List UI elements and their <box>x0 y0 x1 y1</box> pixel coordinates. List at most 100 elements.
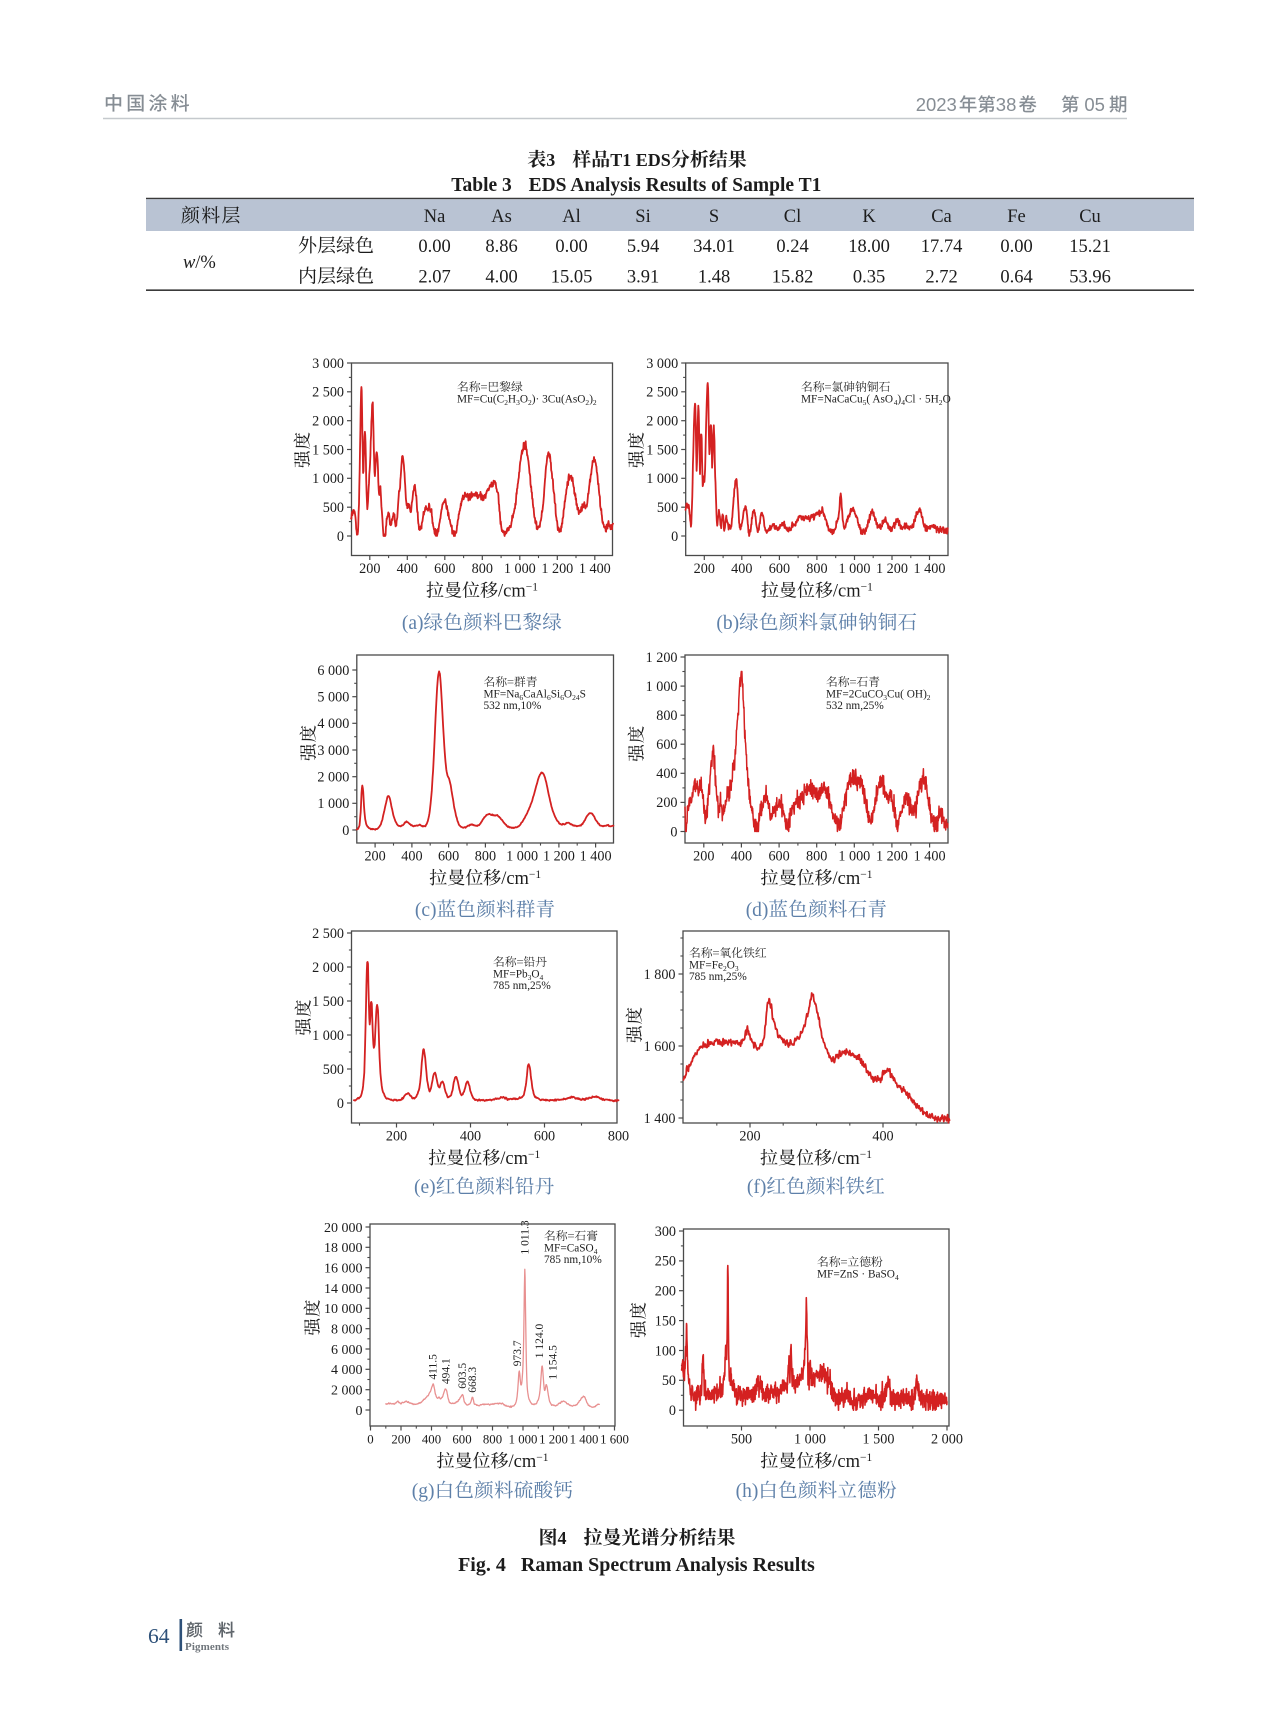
svg-text:500: 500 <box>731 1432 752 1448</box>
svg-text:3: 3 <box>516 398 520 407</box>
svg-text:1 400: 1 400 <box>914 561 946 577</box>
svg-text:200: 200 <box>364 849 385 865</box>
svg-text:500: 500 <box>657 500 678 516</box>
svg-text:1 600: 1 600 <box>644 1039 676 1055</box>
svg-text:1 000: 1 000 <box>312 471 344 487</box>
svg-text:1 000: 1 000 <box>506 849 538 865</box>
svg-text:4: 4 <box>895 1273 899 1282</box>
svg-text:1.48: 1.48 <box>698 268 730 288</box>
svg-text:400: 400 <box>460 1129 481 1145</box>
svg-text:200: 200 <box>391 1433 410 1447</box>
svg-text:MF=CaSO: MF=CaSO <box>544 1242 594 1254</box>
svg-text:O: O <box>520 393 528 405</box>
svg-text:0.24: 0.24 <box>776 237 808 257</box>
svg-text:6: 6 <box>547 693 551 702</box>
svg-text:(h): (h) <box>736 1481 759 1502</box>
svg-text:1 200: 1 200 <box>539 1433 568 1447</box>
svg-text:S: S <box>580 688 586 700</box>
svg-text:1 500: 1 500 <box>646 442 678 458</box>
svg-text:2: 2 <box>939 398 943 407</box>
svg-text:MF=NaCaCu: MF=NaCaCu <box>801 393 863 405</box>
svg-text:Fig. 4: Fig. 4 <box>458 1554 506 1576</box>
svg-text:0.35: 0.35 <box>853 268 885 288</box>
svg-text:1 500: 1 500 <box>312 442 344 458</box>
svg-text:Cu: Cu <box>1079 207 1101 227</box>
svg-text:): ) <box>589 393 593 405</box>
svg-text:2 000: 2 000 <box>312 960 344 976</box>
svg-text:400: 400 <box>397 561 418 577</box>
svg-text:/cm: /cm <box>501 869 529 889</box>
svg-text:200: 200 <box>694 561 715 577</box>
svg-text:MF=ZnS · BaSO: MF=ZnS · BaSO <box>817 1268 895 1280</box>
svg-text:O: O <box>531 968 539 980</box>
svg-text:3: 3 <box>528 973 532 982</box>
svg-text:100: 100 <box>655 1343 676 1359</box>
svg-text:973.7: 973.7 <box>512 1340 524 1366</box>
svg-text:800: 800 <box>656 708 677 724</box>
svg-text:Cl · 5H: Cl · 5H <box>905 393 939 405</box>
svg-text:3 000: 3 000 <box>312 356 344 372</box>
svg-text:800: 800 <box>475 849 496 865</box>
svg-text:0: 0 <box>367 1433 373 1447</box>
svg-text:20 000: 20 000 <box>324 1221 363 1236</box>
svg-text:Raman Spectrum Analysis Result: Raman Spectrum Analysis Results <box>521 1554 815 1576</box>
svg-text:1 400: 1 400 <box>914 849 946 865</box>
svg-text:400: 400 <box>422 1433 441 1447</box>
svg-text:2023: 2023 <box>916 94 957 115</box>
svg-text:600: 600 <box>452 1433 471 1447</box>
svg-text:4: 4 <box>901 398 905 407</box>
svg-text:( AsO: ( AsO <box>866 393 893 405</box>
svg-text:200: 200 <box>386 1129 407 1145</box>
svg-text:6: 6 <box>560 693 564 702</box>
svg-text:−1: −1 <box>860 869 872 881</box>
svg-text:15.82: 15.82 <box>772 268 814 288</box>
svg-text:1 600: 1 600 <box>600 1433 629 1447</box>
svg-text:800: 800 <box>483 1433 502 1447</box>
svg-text:600: 600 <box>656 737 677 753</box>
svg-text:1 500: 1 500 <box>863 1432 895 1448</box>
svg-text:4: 4 <box>540 973 544 982</box>
svg-text:400: 400 <box>731 561 752 577</box>
svg-text:34.01: 34.01 <box>693 237 735 257</box>
svg-text:2: 2 <box>927 693 931 702</box>
svg-text:0.00: 0.00 <box>555 237 587 257</box>
svg-text:(g): (g) <box>412 1481 435 1502</box>
svg-text:−1: −1 <box>536 1452 548 1464</box>
svg-text:Pigments: Pigments <box>185 1641 230 1653</box>
svg-text:5: 5 <box>863 398 867 407</box>
svg-text:(e): (e) <box>414 1177 436 1198</box>
svg-text:2 000: 2 000 <box>931 1432 963 1448</box>
svg-text:600: 600 <box>438 849 459 865</box>
svg-text:3: 3 <box>735 964 739 973</box>
svg-text:4 000: 4 000 <box>331 1363 363 1378</box>
svg-text:(d): (d) <box>746 900 769 921</box>
svg-text:400: 400 <box>872 1129 893 1145</box>
svg-text:1 400: 1 400 <box>579 561 611 577</box>
svg-text:/cm: /cm <box>833 869 861 889</box>
svg-text:/cm: /cm <box>509 1452 537 1472</box>
svg-text:MF=Fe: MF=Fe <box>689 959 723 971</box>
svg-text:/cm: /cm <box>500 1149 528 1169</box>
svg-text:MF=Cu(C: MF=Cu(C <box>457 393 504 405</box>
svg-text:3: 3 <box>883 693 887 702</box>
svg-text:Fe: Fe <box>1007 207 1026 227</box>
svg-text:Na: Na <box>424 207 446 227</box>
svg-text:1 000: 1 000 <box>312 1028 344 1044</box>
svg-text:Cu( OH): Cu( OH) <box>887 688 927 700</box>
svg-text:CaAl: CaAl <box>523 688 547 700</box>
svg-text:4 000: 4 000 <box>317 716 349 732</box>
svg-text:411.5: 411.5 <box>428 1354 440 1380</box>
svg-text:/cm: /cm <box>498 582 526 602</box>
svg-text:1 200: 1 200 <box>876 561 908 577</box>
svg-text:)· 3Cu(AsO: )· 3Cu(AsO <box>532 393 586 405</box>
svg-text:200: 200 <box>656 795 677 811</box>
svg-text:50: 50 <box>662 1373 676 1389</box>
svg-text:600: 600 <box>769 561 790 577</box>
svg-text:Cl: Cl <box>784 207 801 227</box>
svg-text:785 nm,25%: 785 nm,25% <box>493 980 551 992</box>
svg-text:1 400: 1 400 <box>644 1111 676 1127</box>
svg-text:MF=Na: MF=Na <box>484 688 520 700</box>
svg-text:800: 800 <box>806 561 827 577</box>
svg-text:16 000: 16 000 <box>324 1262 363 1277</box>
svg-text:0.64: 0.64 <box>1000 268 1032 288</box>
